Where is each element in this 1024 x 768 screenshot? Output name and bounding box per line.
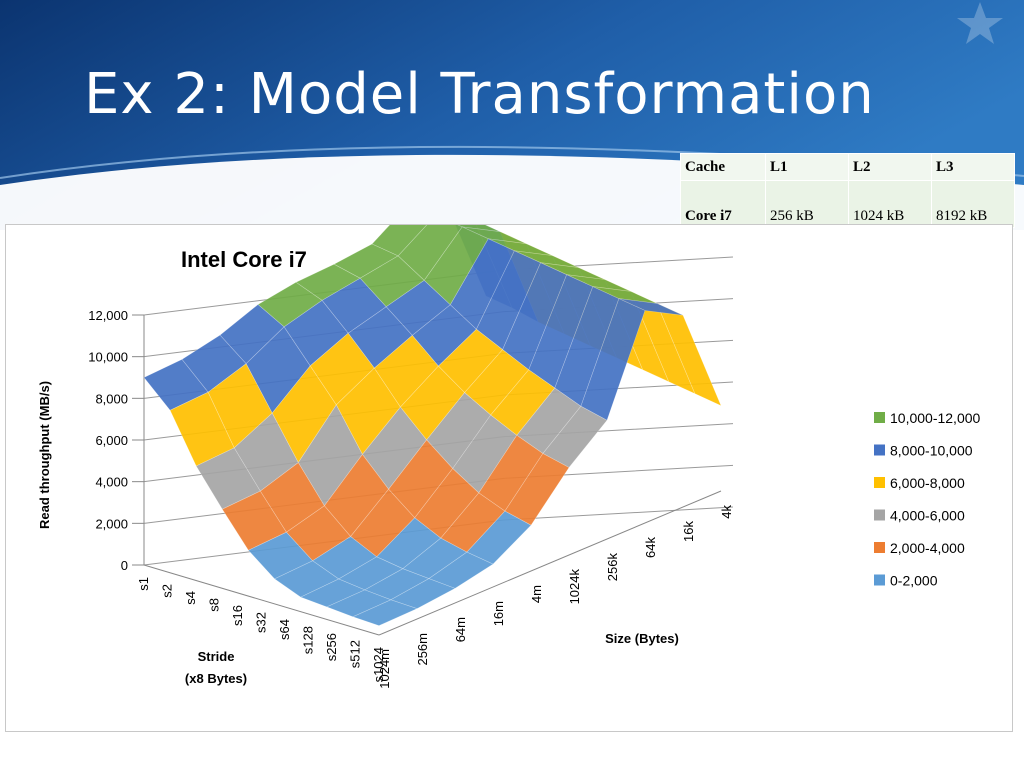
- table-header-cell: Cache: [680, 153, 766, 181]
- table-header-cell: L1: [765, 153, 849, 181]
- size-tick-label: 16m: [491, 601, 506, 626]
- y-tick-label: 12,000: [88, 308, 128, 323]
- stride-tick-label: s1024: [371, 647, 386, 682]
- stride-tick-label: s8: [207, 598, 222, 612]
- star-icon: [957, 2, 1003, 44]
- cache-table: Cache L1 L2 L3 Core i7 256 kB 1024 kB 81…: [680, 153, 1015, 228]
- legend-label: 10,000-12,000: [890, 410, 981, 426]
- table-cell: 8192 kB: [931, 180, 1015, 228]
- table-row: Core i7 256 kB 1024 kB 8192 kB: [680, 180, 1015, 228]
- stride-axis-label-line2: (x8 Bytes): [185, 671, 247, 686]
- stride-tick-label: s64: [277, 619, 292, 640]
- size-axis-line: [378, 490, 722, 636]
- size-tick-label: 256m: [415, 633, 430, 666]
- stride-tick-label: s128: [301, 626, 316, 654]
- stride-tick-label: s16: [230, 605, 245, 626]
- stride-tick-label: s4: [183, 591, 198, 605]
- y-tick-label: 4,000: [95, 475, 128, 490]
- y-tick-label: 8,000: [95, 391, 128, 406]
- chart-frame: Intel Core i7 0 2,000 4,000 6,000 8,000 10,00…: [5, 224, 1013, 732]
- surface-chart: Intel Core i7 0 2,000 4,000 6,000 8,000 10,00…: [37, 225, 981, 689]
- stride-tick-label: s256: [324, 633, 339, 661]
- legend-swatch: [874, 477, 885, 488]
- size-tick-label: 4k: [719, 505, 734, 519]
- y-axis-label: Read throughput (MB/s): [37, 381, 52, 529]
- legend-swatch: [874, 509, 885, 521]
- slide-title: Ex 2: Model Transformation: [84, 62, 875, 127]
- size-tick-label: 16k: [681, 521, 696, 542]
- stride-tick-label: s1: [136, 577, 151, 591]
- chart-axes: s1 s2 s4 s8 s16 s32 s64 s128 s256 s512 s1024 4k 16k 6…: [136, 490, 734, 689]
- legend-swatch: [874, 412, 885, 423]
- stride-tick-label: s32: [254, 612, 269, 633]
- size-tick-label: 1024k: [567, 569, 582, 605]
- surface-patch: [352, 599, 418, 626]
- legend-swatch: [874, 444, 885, 456]
- stride-tick-label: s512: [348, 640, 363, 668]
- legend-label: 2,000-4,000: [890, 540, 965, 556]
- size-tick-label: 256k: [605, 553, 620, 582]
- legend-label: 6,000-8,000: [890, 475, 965, 491]
- table-cell: Core i7: [680, 180, 766, 228]
- chart-legend: 10,000-12,000 8,000-10,000 6,000-8,000 4,00…: [874, 410, 981, 589]
- legend-label: 4,000-6,000: [890, 508, 965, 524]
- table-cell: 256 kB: [765, 180, 849, 228]
- y-tick-label: 0: [121, 558, 128, 573]
- table-header-cell: L2: [848, 153, 932, 181]
- stride-axis-label-line1: Stride: [198, 649, 235, 664]
- legend-label: 8,000-10,000: [890, 443, 973, 459]
- legend-label: 0-2,000: [890, 573, 938, 589]
- size-tick-label: 64k: [643, 537, 658, 558]
- stride-tick-label: s2: [160, 584, 175, 598]
- size-tick-label: 4m: [529, 585, 544, 603]
- surface-patch: [390, 578, 456, 609]
- y-tick-label: 10,000: [88, 350, 128, 365]
- chart-surface: [143, 225, 722, 626]
- x-axis-label: Size (Bytes): [605, 631, 679, 646]
- y-tick-label: 2,000: [95, 516, 128, 531]
- y-tick-label: 6,000: [95, 433, 128, 448]
- size-tick-label: 64m: [453, 617, 468, 642]
- size-tick-label: 1024m: [377, 649, 392, 689]
- legend-swatch: [874, 574, 885, 586]
- table-header-row: Cache L1 L2 L3: [680, 153, 1015, 181]
- table-header-cell: L3: [931, 153, 1015, 181]
- stride-axis-line: [143, 564, 380, 636]
- legend-swatch: [874, 542, 885, 553]
- table-cell: 1024 kB: [848, 180, 932, 228]
- chart-title: Intel Core i7: [181, 247, 307, 272]
- surface-patch: [504, 453, 570, 526]
